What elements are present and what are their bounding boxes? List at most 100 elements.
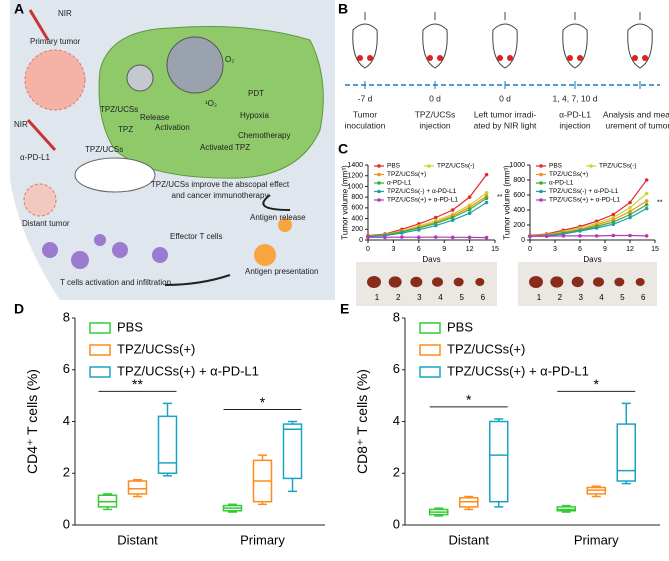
photo-label: 1: [375, 293, 380, 302]
mouse: [562, 12, 588, 69]
step-caption: Tumor: [353, 109, 377, 119]
point: [644, 191, 649, 196]
label: and cancer immunotherapy: [172, 191, 269, 200]
photo-label: 5: [459, 293, 464, 302]
point: [417, 228, 421, 232]
point: [484, 172, 489, 177]
arrow: [262, 194, 291, 211]
time-label: 1, 4, 7, 10 d: [553, 93, 598, 103]
point: [450, 218, 455, 222]
tumor: [427, 55, 433, 61]
label: NIR: [14, 120, 28, 129]
point: [383, 235, 387, 240]
label: α-PD-L1: [20, 153, 51, 162]
tumor-photo: [410, 276, 423, 288]
legend-label: PBS: [387, 163, 401, 170]
legend-swatch: [89, 344, 111, 356]
tumor-photo: [635, 278, 645, 286]
label: Primary tumor: [30, 37, 81, 46]
series-line: [529, 179, 648, 237]
mouse: [74, 157, 156, 193]
annotation: *: [594, 376, 600, 392]
legend-label: TPZ/UCSs(+): [447, 341, 525, 356]
y-tick-label: 800: [513, 177, 525, 184]
y-tick-label: 1400: [347, 162, 363, 169]
point: [628, 212, 632, 217]
legend-label: α-PD-L1: [387, 180, 412, 187]
cells: [42, 234, 168, 269]
series-line: [529, 207, 647, 237]
label: Activated TPZ: [200, 143, 250, 152]
y-tick-label: 0: [521, 237, 525, 244]
box: [616, 423, 636, 482]
x-tick-label: 15: [651, 246, 659, 253]
x-tick-label: 15: [491, 246, 499, 253]
point: [484, 235, 489, 240]
point: [644, 202, 649, 207]
laser: [26, 118, 57, 152]
point: [433, 215, 438, 220]
point: [400, 231, 404, 235]
point: [611, 233, 616, 238]
y-tick-label: 8: [393, 309, 400, 324]
y-tick-label: 1200: [347, 173, 363, 180]
y-axis-label: CD8⁺ T cells (%): [354, 369, 370, 474]
x-tick-label: 9: [603, 246, 607, 253]
step-caption: inoculation: [345, 120, 386, 130]
label: ¹O₂: [205, 99, 217, 108]
primary-tumor: [24, 49, 86, 111]
panel-a-art: [10, 0, 335, 300]
point: [594, 226, 599, 230]
legend-label: PBS: [447, 319, 473, 334]
y-tick-label: 1000: [509, 162, 525, 169]
label: T cells activation and infiltration: [60, 278, 171, 287]
label: TPZ/UCSs improve the abscopal effect: [151, 180, 290, 189]
point: [467, 195, 472, 199]
legend-label: TPZ/UCSs(-): [437, 163, 475, 170]
point: [450, 215, 455, 220]
y-tick-label: 600: [351, 205, 363, 212]
legend-label: TPZ/UCSs(+): [387, 171, 426, 178]
legend-label: TPZ/UCSs(+) + α-PD-L1: [549, 197, 620, 204]
y-tick-label: 200: [513, 222, 525, 229]
dendritic-cells: [254, 218, 292, 266]
y-tick-label: 0: [63, 516, 70, 531]
mouse: [422, 12, 448, 69]
series-line: [368, 236, 487, 239]
tumor-photo: [453, 277, 464, 287]
y-tick-label: 6: [63, 361, 70, 376]
photo-label: 2: [396, 293, 401, 302]
legend-label: TPZ/UCSs(-) + α-PD-L1: [549, 188, 619, 195]
box: [489, 420, 509, 503]
step-caption: ated by NIR light: [474, 120, 537, 130]
mouse: [352, 12, 378, 69]
y-tick-label: 400: [351, 215, 363, 222]
point: [644, 234, 649, 238]
series-line: [367, 197, 487, 237]
tumor-photo: [432, 277, 443, 287]
y-axis-label: Tumor volume (mm³): [341, 165, 350, 240]
distant-tumor: [23, 183, 57, 217]
box: [157, 415, 178, 475]
point: [644, 206, 649, 211]
legend-label: TPZ/UCSs(-) + α-PD-L1: [387, 188, 457, 195]
nanoparticle: [166, 36, 224, 94]
point: [611, 222, 616, 227]
legend-marker: [377, 181, 381, 185]
y-tick-label: 4: [63, 413, 70, 428]
arrow: [164, 274, 231, 286]
tumor-photo: [475, 278, 485, 286]
point: [433, 235, 438, 239]
legend-label: TPZ/UCSs(+) + α-PD-L1: [447, 363, 589, 378]
y-tick-label: 400: [513, 207, 525, 214]
tumor-photo: [593, 277, 604, 287]
y-tick-label: 6: [393, 361, 400, 376]
label: PDT: [248, 89, 264, 98]
photo-label: 3: [578, 293, 583, 302]
laser: [28, 9, 50, 41]
x-tick-label: Distant: [117, 532, 158, 547]
photo-label: 5: [620, 293, 625, 302]
legend-label: PBS: [549, 163, 563, 170]
label: Effector T cells: [170, 232, 222, 241]
x-tick-label: 6: [417, 246, 421, 253]
